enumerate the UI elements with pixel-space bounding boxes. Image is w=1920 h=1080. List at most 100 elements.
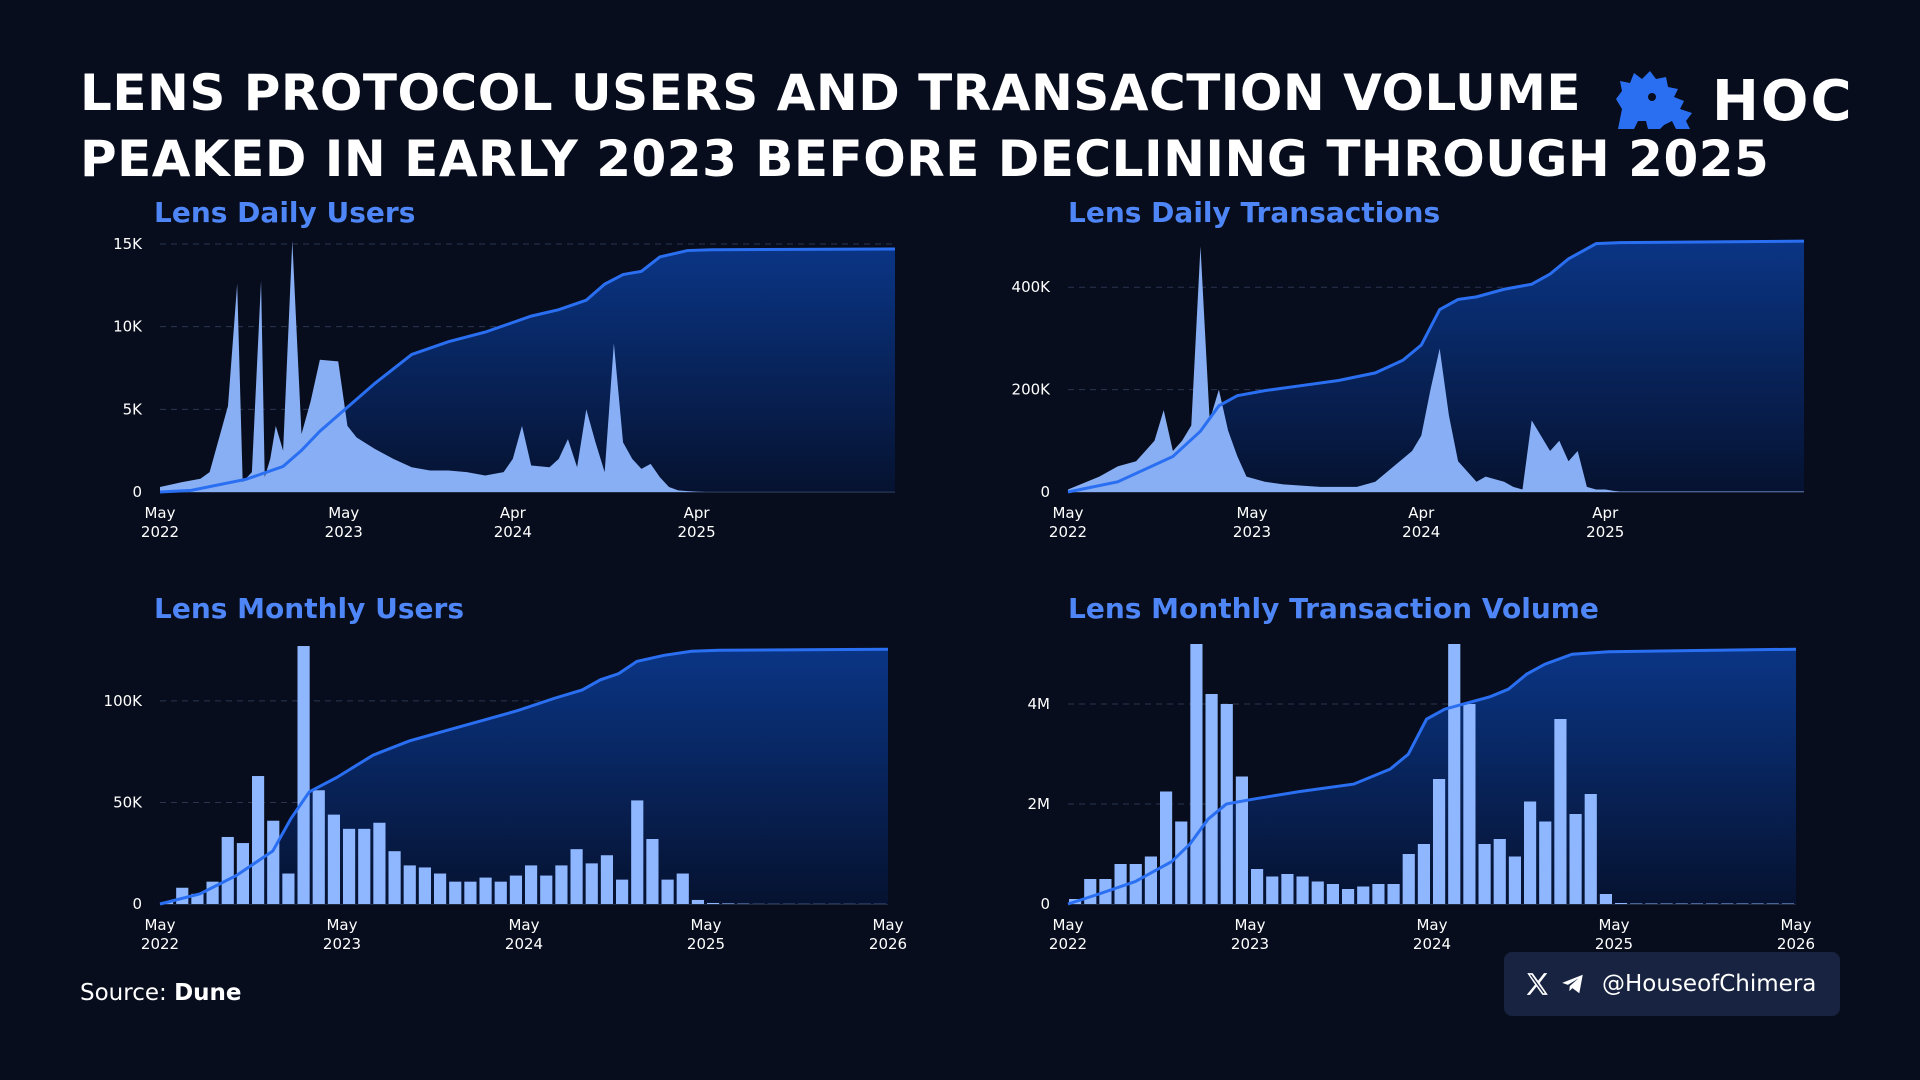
bar: [1311, 881, 1324, 904]
bar: [373, 822, 386, 904]
bar: [388, 851, 401, 904]
bar: [1690, 903, 1703, 904]
x-tick-label: May: [1780, 916, 1811, 934]
x-tick-label: May: [1052, 916, 1083, 934]
x-tick-label: 2025: [677, 523, 715, 541]
x-tick-label: May: [144, 504, 175, 522]
bar: [236, 843, 249, 904]
x-tick-label: 2026: [869, 935, 907, 953]
bar: [1160, 791, 1173, 904]
bar: [722, 903, 735, 904]
bar: [600, 855, 613, 904]
bar: [449, 881, 462, 904]
x-tick-label: Apr: [684, 504, 711, 522]
x-tick-label: 2023: [323, 935, 361, 953]
logo-text: HOC: [1712, 68, 1854, 134]
bar: [585, 863, 598, 904]
x-tick-label: May: [328, 504, 359, 522]
cumulative-line: [159, 647, 889, 906]
social-handle-badge[interactable]: @HouseofChimera: [1504, 952, 1840, 1016]
bar: [1569, 814, 1582, 904]
bar: [1190, 644, 1203, 904]
cumulative-line: [1067, 647, 1797, 906]
x-logo-icon[interactable]: [1522, 969, 1552, 999]
bar: [1205, 694, 1218, 904]
y-tick-label: 0: [132, 895, 142, 913]
page-title-line-1: LENS PROTOCOL USERS AND TRANSACTION VOLU…: [80, 64, 1582, 122]
bar: [616, 879, 629, 904]
bar: [1675, 903, 1688, 904]
bar: [661, 879, 674, 904]
x-tick-label: 2024: [1413, 935, 1451, 953]
bar: [1326, 884, 1339, 904]
y-tick-label: 10K: [113, 318, 143, 336]
x-tick-label: May: [1598, 916, 1629, 934]
x-tick-label: 2022: [141, 935, 179, 953]
y-tick-label: 400K: [1012, 278, 1052, 296]
y-tick-label: 200K: [1012, 381, 1052, 399]
cumulative-area: [160, 649, 888, 904]
bar: [631, 800, 644, 904]
x-tick-label: May: [1052, 504, 1083, 522]
bar: [1372, 884, 1385, 904]
brand-logo: HOC: [1612, 66, 1854, 136]
bar: [1387, 884, 1400, 904]
bar: [1766, 903, 1779, 904]
bar: [464, 881, 477, 904]
bar: [1296, 876, 1309, 904]
bar: [1402, 854, 1415, 904]
bar: [1084, 879, 1097, 904]
bar: [1478, 844, 1491, 904]
social-handle-text: @HouseofChimera: [1602, 971, 1817, 997]
bar: [434, 873, 447, 904]
bar: [1342, 889, 1355, 904]
bar: [707, 902, 720, 904]
cumulative-line: [159, 247, 896, 494]
bar: [1114, 864, 1127, 904]
x-tick-label: May: [690, 916, 721, 934]
bar: [479, 877, 492, 904]
bar: [312, 790, 325, 904]
bar: [691, 899, 704, 904]
source-value: Dune: [174, 980, 242, 1006]
x-tick-label: 2024: [1402, 523, 1440, 541]
y-tick-label: 2M: [1028, 795, 1051, 813]
chart-title-daily-users: Lens Daily Users: [154, 196, 416, 229]
bar: [1235, 776, 1248, 904]
x-tick-label: May: [326, 916, 357, 934]
bar: [1357, 886, 1370, 904]
bar: [525, 865, 538, 904]
telegram-icon[interactable]: [1558, 969, 1588, 999]
bar: [1144, 856, 1157, 904]
x-tick-label: 2024: [494, 523, 532, 541]
y-tick-label: 0: [1040, 483, 1050, 501]
bar: [1706, 903, 1719, 904]
bar: [1584, 794, 1597, 904]
chart-title-daily-transactions: Lens Daily Transactions: [1068, 196, 1441, 229]
bar: [1493, 839, 1506, 904]
bar: [1524, 801, 1537, 904]
x-tick-label: 2023: [1233, 523, 1271, 541]
bar: [1751, 903, 1764, 904]
bar: [1251, 869, 1264, 904]
bar: [1736, 903, 1749, 904]
x-tick-label: 2025: [687, 935, 725, 953]
page-title-line-2: PEAKED IN EARLY 2023 BEFORE DECLINING TH…: [80, 130, 1770, 188]
y-tick-label: 5K: [123, 400, 144, 418]
bar: [1615, 903, 1628, 904]
lion-icon: [1616, 71, 1692, 129]
bar: [327, 814, 340, 904]
cumulative-line: [1067, 239, 1805, 494]
bar: [1281, 874, 1294, 904]
bar: [1508, 856, 1521, 904]
y-tick-label: 4M: [1028, 695, 1051, 713]
bar: [676, 873, 689, 904]
bar: [1781, 903, 1794, 904]
x-tick-label: 2025: [1586, 523, 1624, 541]
x-tick-label: 2022: [1049, 523, 1087, 541]
x-tick-label: May: [1234, 916, 1265, 934]
x-tick-label: 2023: [325, 523, 363, 541]
bar: [494, 881, 507, 904]
bar: [1433, 779, 1446, 904]
